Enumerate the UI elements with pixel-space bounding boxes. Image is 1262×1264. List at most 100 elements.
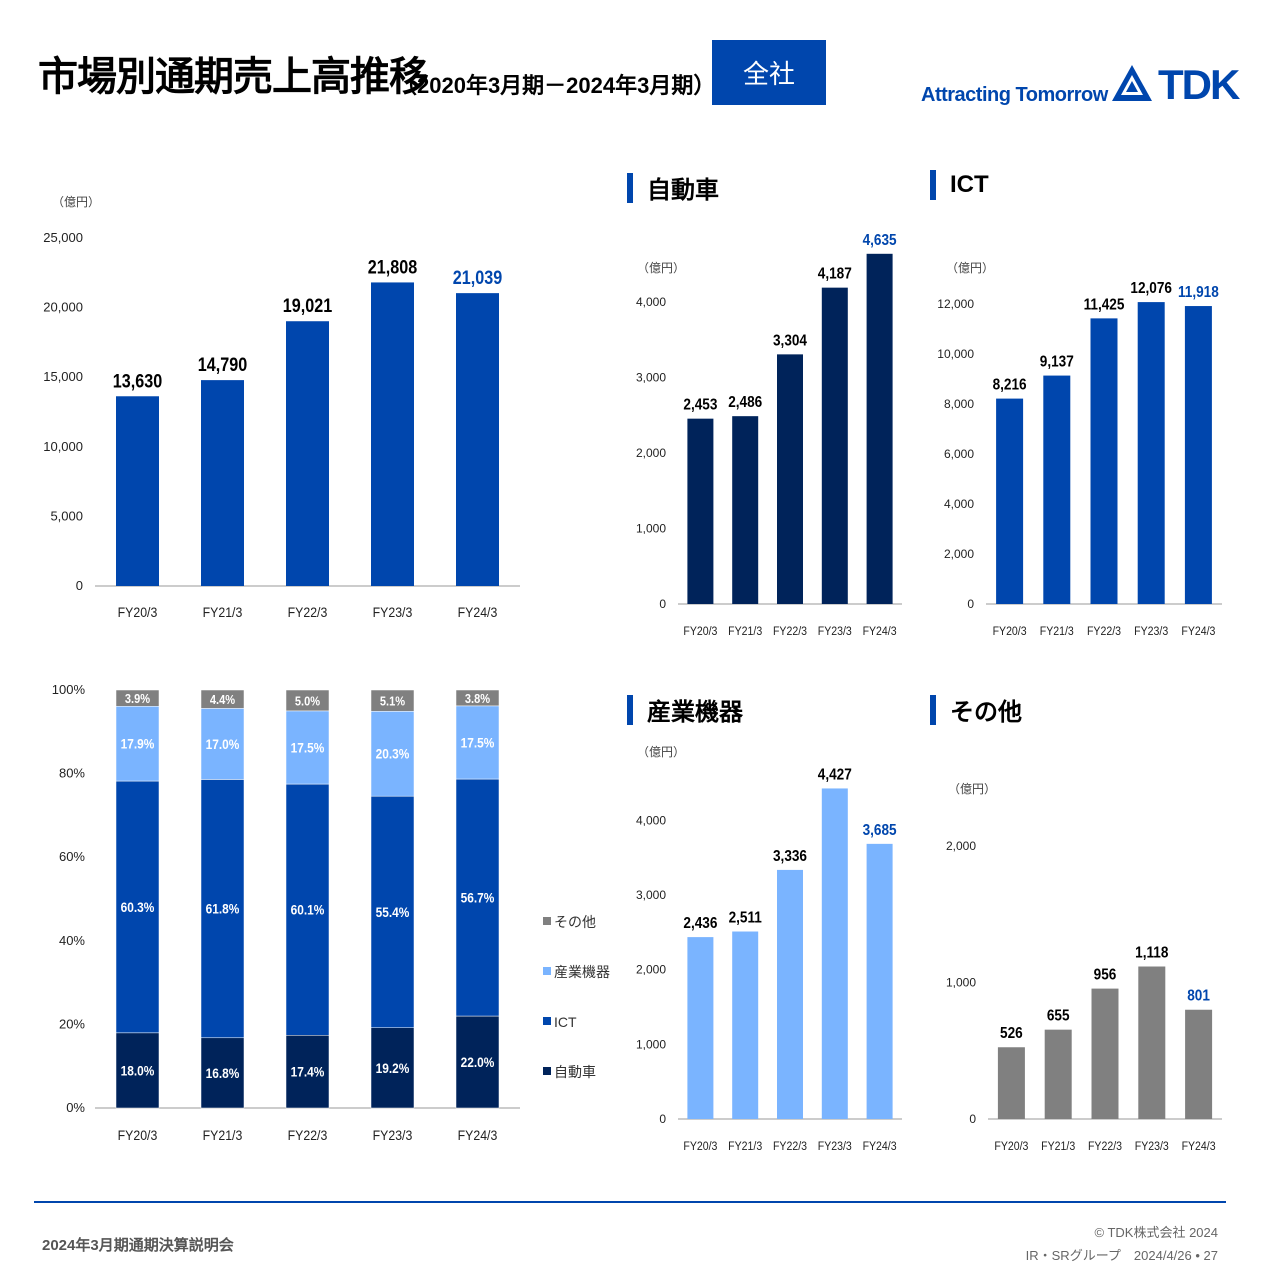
industrial-bar: [821, 788, 848, 1119]
other-bar: [997, 1047, 1025, 1119]
other-data-label: 956: [1094, 967, 1117, 984]
auto-bar: [777, 354, 803, 604]
share-segment: [200, 1037, 245, 1109]
industrial-bar: [866, 843, 893, 1119]
total-ytick-label: 0: [76, 578, 83, 593]
total-category-label: FY24/3: [458, 604, 498, 620]
section-marker: [930, 694, 936, 725]
share-segment: [200, 689, 245, 709]
page-subtitle: （2020年3月期－2024年3月期）: [395, 73, 716, 98]
total-category-label: FY20/3: [118, 604, 158, 620]
auto-category-label: FY24/3: [863, 625, 897, 638]
ict-ytick-label: 2,000: [944, 547, 974, 561]
share-segment: [455, 705, 500, 780]
share-category-label: FY24/3: [458, 1127, 498, 1143]
total-ytick-label: 10,000: [43, 439, 83, 454]
industrial-data-label: 2,511: [729, 910, 762, 927]
share-segment-label: 22.0%: [461, 1054, 495, 1070]
auto-category-label: FY23/3: [818, 625, 852, 638]
footer-dept: IR・SRグループ 2024/4/26 • 27: [1025, 1248, 1218, 1263]
share-segment-label: 4.4%: [210, 692, 235, 707]
total-data-label: 13,630: [113, 370, 163, 392]
share-segment-label: 55.4%: [376, 904, 410, 920]
legend-label: ICT: [554, 1014, 577, 1030]
scope-badge: 全社: [712, 40, 826, 105]
share-segment-label: 19.2%: [376, 1060, 410, 1076]
share-segment: [370, 1027, 415, 1109]
industrial-category-label: FY24/3: [863, 1140, 897, 1153]
total-ytick-label: 20,000: [43, 300, 83, 315]
section-industrial: 産業機器: [627, 692, 743, 727]
total-bar: [286, 321, 329, 586]
auto-ytick-label: 2,000: [636, 446, 666, 460]
other-category-label: FY24/3: [1182, 1140, 1216, 1153]
other-data-label: 1,118: [1135, 945, 1168, 962]
industrial-category-label: FY22/3: [773, 1140, 807, 1153]
ict-data-label: 8,216: [993, 377, 1027, 394]
industrial-ytick-label: 2,000: [636, 963, 666, 977]
share-segment: [455, 1015, 500, 1109]
other-ytick-label: 0: [969, 1112, 976, 1126]
auto-bar: [866, 253, 893, 605]
section-auto: 自動車: [627, 170, 719, 205]
share-segment-label: 5.1%: [380, 694, 405, 709]
ict-category-label: FY24/3: [1181, 625, 1215, 638]
share-ytick-label: 60%: [59, 849, 85, 864]
share-category-label: FY21/3: [203, 1127, 243, 1143]
industrial-data-label: 3,336: [773, 848, 807, 865]
share-ytick-label: 80%: [59, 766, 85, 781]
auto-ytick-label: 3,000: [636, 370, 666, 384]
share-category-label: FY23/3: [373, 1127, 413, 1143]
industrial-ytick-label: 3,000: [636, 888, 666, 902]
section-marker: [930, 170, 936, 200]
total-category-label: FY21/3: [203, 604, 243, 620]
legend-swatch: [543, 1067, 551, 1075]
auto-data-label: 2,486: [728, 394, 762, 411]
brand-tagline: Attracting Tomorrow: [921, 84, 1108, 106]
industrial-ytick-label: 1,000: [636, 1037, 666, 1051]
other-bar: [1185, 1009, 1213, 1119]
legend-label: 自動車: [554, 1064, 596, 1080]
share-segment: [115, 1032, 160, 1109]
share-ytick-label: 40%: [59, 933, 85, 948]
footer-divider: [34, 1201, 1226, 1203]
share-segment: [115, 689, 160, 707]
share-segment-label: 3.9%: [125, 691, 150, 706]
other-bar: [1138, 966, 1166, 1119]
industrial-data-label: 3,685: [863, 822, 897, 839]
auto-bar: [821, 287, 848, 604]
legend-label: 産業機器: [554, 964, 610, 980]
auto-unit-label: （億円）: [637, 261, 685, 275]
total-ytick-label: 15,000: [43, 369, 83, 384]
auto-data-label: 2,453: [683, 397, 717, 414]
other-bar: [1044, 1029, 1072, 1119]
ict-category-label: FY21/3: [1040, 625, 1074, 638]
share-segment: [370, 795, 415, 1028]
ict-ytick-label: 6,000: [944, 447, 974, 461]
ict-category-label: FY22/3: [1087, 625, 1121, 638]
total-bar: [201, 380, 244, 586]
auto-category-label: FY21/3: [728, 625, 762, 638]
ict-ytick-label: 4,000: [944, 497, 974, 511]
other-data-label: 655: [1047, 1008, 1070, 1025]
share-ytick-label: 20%: [59, 1016, 85, 1031]
ict-category-label: FY20/3: [993, 625, 1027, 638]
share-ytick-label: 100%: [52, 682, 86, 697]
ict-bar: [1137, 302, 1165, 604]
ict-bar: [1184, 306, 1212, 604]
section-marker: [627, 694, 633, 725]
industrial-data-label: 4,427: [818, 767, 852, 784]
ict-category-label: FY23/3: [1134, 625, 1168, 638]
section-marker: [627, 172, 633, 203]
other-data-label: 801: [1187, 988, 1210, 1005]
share-segment: [285, 1035, 330, 1109]
ict-data-label: 9,137: [1040, 354, 1074, 371]
section-other-title: その他: [950, 699, 1022, 726]
industrial-bar: [777, 869, 803, 1119]
other-ytick-label: 2,000: [946, 839, 976, 853]
tdk-logo: TDK: [1110, 61, 1240, 108]
ict-ytick-label: 8,000: [944, 397, 974, 411]
auto-category-label: FY20/3: [683, 625, 717, 638]
other-category-label: FY20/3: [994, 1140, 1028, 1153]
